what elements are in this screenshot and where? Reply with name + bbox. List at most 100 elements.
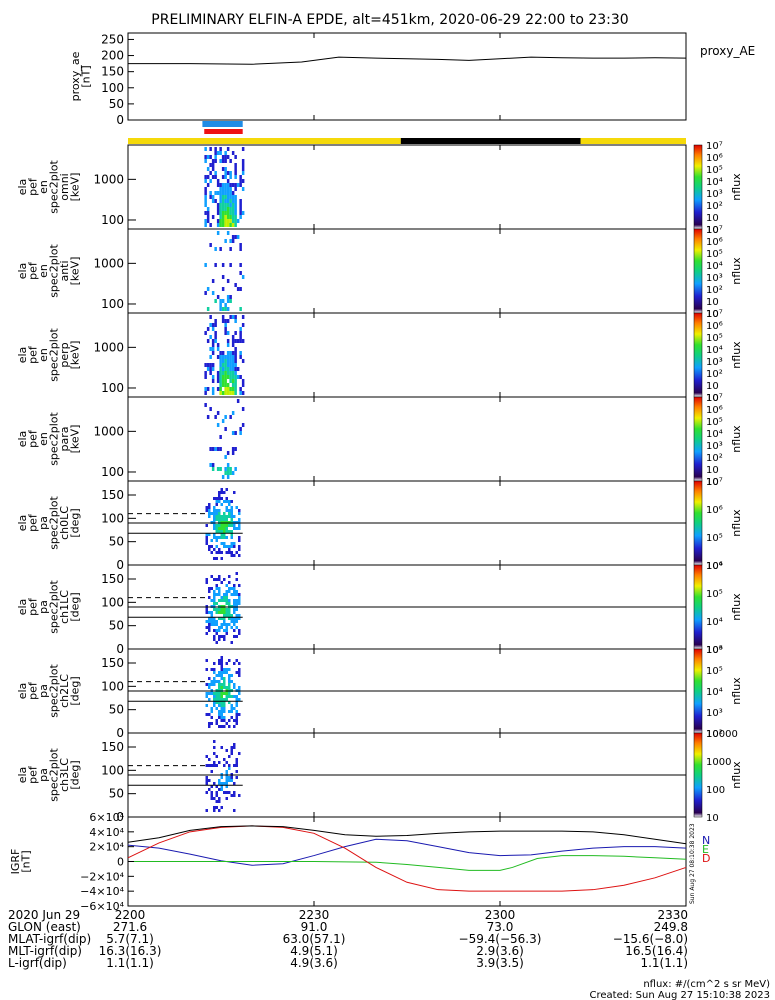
spectrogram-pixel (234, 339, 237, 343)
y-tick-label: 50 (109, 535, 124, 549)
spectrogram-pixel (206, 415, 210, 419)
spectrogram-pixel (208, 713, 211, 716)
spectrogram-pixel (220, 695, 223, 698)
spectrogram-pixel (218, 662, 221, 665)
spectrogram-pixel (209, 155, 212, 159)
spectrogram-pixel (208, 509, 211, 512)
spectrogram-pixel (213, 518, 216, 521)
spectrogram-pixel (225, 527, 228, 530)
spectrogram-pixel (215, 695, 218, 698)
spectrogram-pixel (225, 791, 228, 794)
y-tick-label: −6×10⁴ (80, 900, 124, 913)
spectrogram-pixel (215, 764, 218, 767)
spectrogram-pixel (216, 211, 220, 215)
spectrogram-pixel (210, 587, 213, 590)
colorbar-tick-label: 10⁵ (706, 333, 723, 344)
colorbar-tick-label: 10⁵ (706, 666, 723, 677)
colorbar-tick-label: 10³ (706, 441, 723, 452)
spectrogram-pixel (225, 749, 228, 752)
spectrogram-pixel (228, 587, 231, 590)
spectrogram-pixel (218, 659, 221, 662)
spectrogram-pixel (215, 719, 218, 722)
spectrogram-pixel (221, 359, 225, 363)
spectrogram-pixel (215, 530, 218, 533)
spectrogram-pixel (231, 151, 235, 155)
spectrogram-pixel (205, 704, 208, 707)
spectrogram-pixel (221, 379, 225, 383)
spectrogram-pixel (214, 247, 217, 251)
spectrogram-pixel (241, 323, 245, 327)
spectrogram-pixel (229, 415, 232, 419)
spectrogram-pixel (205, 542, 208, 545)
spectrogram-pixel (208, 692, 211, 695)
spectrogram-pixel (215, 632, 218, 635)
spectrogram-pixel (238, 527, 241, 530)
spectrogram-pixel (231, 335, 235, 339)
spectrogram-pixel (214, 447, 217, 451)
created-footnote: Created: Sun Aug 27 15:10:38 2023 (590, 990, 770, 1000)
spectrogram-pixel (228, 686, 231, 689)
y-tick-label: 250 (101, 32, 124, 46)
colorbar-tick-label: 10 (706, 309, 719, 320)
ylabel-line: anti (58, 260, 71, 281)
spectrogram-pixel (238, 524, 241, 527)
spectrogram-pixel (223, 608, 226, 611)
spectrogram-pixel (210, 791, 213, 794)
spectrogram-pixel (224, 367, 227, 371)
spectrogram-pixel (234, 355, 237, 359)
colorbar-tick-label: 10⁵ (706, 417, 723, 428)
spectrogram-pixel (221, 371, 225, 375)
spectrogram-pixel (223, 707, 226, 710)
spectrogram-pixel (231, 375, 235, 379)
spectrogram-pixel (223, 692, 226, 695)
spectrogram-pixel (208, 503, 211, 506)
colorbar-tick-label: 10 (706, 477, 719, 488)
spectrogram-pixel (230, 641, 233, 644)
spectrogram-pixel (231, 195, 235, 199)
spectrogram-pixel (225, 686, 228, 689)
spectrogram-pixel (205, 713, 208, 716)
spectrogram-pixel (209, 463, 212, 467)
spectrogram-pixel (209, 147, 212, 151)
spectrogram-pixel (220, 692, 223, 695)
spectrogram-pixel (213, 506, 216, 509)
spectrogram-pixel (218, 779, 221, 782)
spectrogram-pixel (218, 797, 221, 800)
spectrogram-pixel (218, 788, 221, 791)
igrf-line-N (127, 838, 687, 866)
spectrogram-pixel (233, 764, 236, 767)
spectrogram-pixel (224, 307, 227, 311)
spectrogram-pixel (224, 471, 227, 475)
spectrogram-pixel (239, 391, 242, 395)
spectrogram-pixel (208, 686, 211, 689)
spectrogram-pixel (224, 183, 227, 187)
spectrogram-pixel (208, 758, 211, 761)
spectrogram-pixel (238, 584, 241, 587)
spectrogram-pixel (230, 716, 233, 719)
spectrogram-pixel (224, 223, 227, 227)
spectrogram-pixel (221, 187, 225, 191)
colorbar-tick-label: 10⁶ (706, 645, 723, 656)
spectrogram-pixel (221, 219, 225, 223)
spectrogram-pixel (235, 671, 238, 674)
spectrogram-pixel (221, 211, 225, 215)
spectrogram-pixel (225, 506, 228, 509)
spectrogram-pixel (224, 391, 227, 395)
spectrogram-pixel (220, 635, 223, 638)
spectrogram-pixel (224, 455, 227, 459)
spectrogram-pixel (229, 391, 232, 395)
spectrogram-pixel (223, 542, 226, 545)
spectrogram-pixel (239, 203, 242, 207)
spectrogram-pixel (215, 593, 218, 596)
spectrogram-pixel (234, 447, 237, 451)
spectrogram-pixel (228, 515, 231, 518)
spectrogram-pixel (223, 782, 226, 785)
spectrogram-pixel (239, 335, 242, 339)
spectrogram-pixel (239, 207, 242, 211)
spectrogram-pixel (236, 399, 240, 403)
spectrogram-pixel (219, 435, 222, 439)
spectrogram-pixel (235, 758, 238, 761)
spectrogram-pixel (210, 770, 213, 773)
spectrogram-pixel (219, 211, 222, 215)
spectrogram-pixel (230, 794, 233, 797)
